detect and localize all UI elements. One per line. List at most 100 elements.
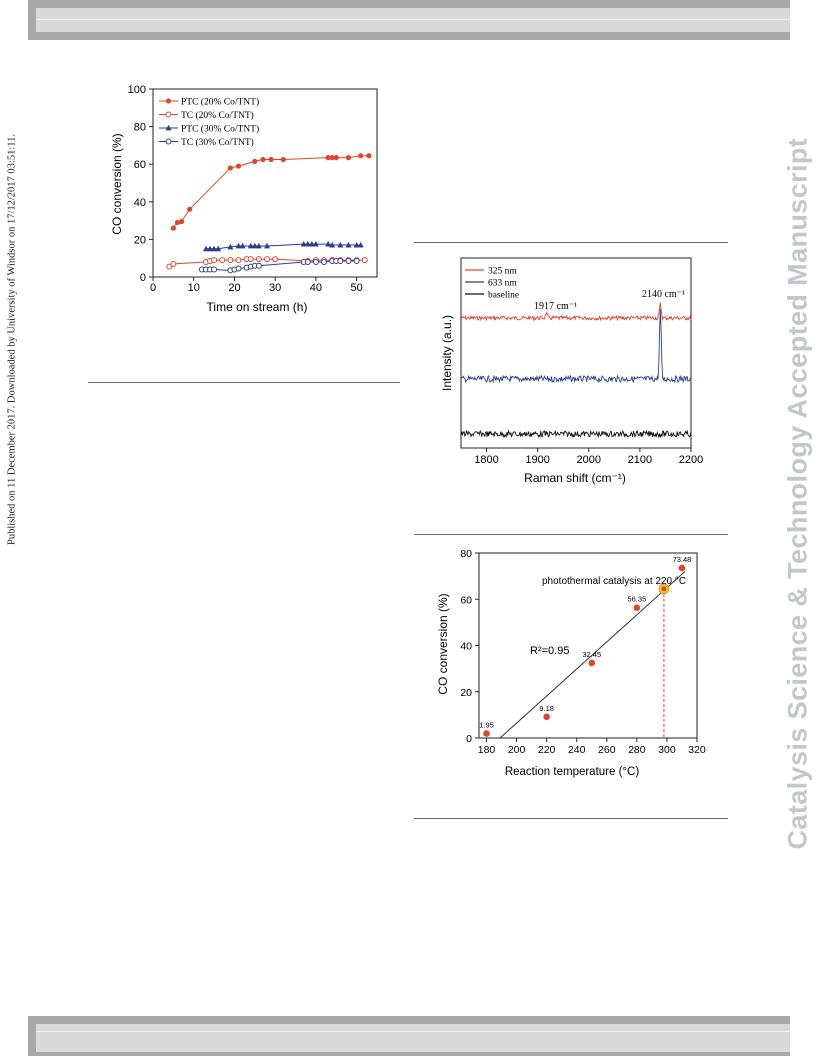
chart1-data-point <box>321 258 328 265</box>
chart1-data-point <box>366 153 372 159</box>
chart3-point-label: 56.35 <box>627 595 646 604</box>
chart3-xlabel: Reaction temperature (°C) <box>505 766 640 778</box>
chart1-data-point <box>211 245 218 252</box>
top-header-bar <box>28 0 790 40</box>
chart2-legend-label: 633 nm <box>488 279 517 289</box>
chart3-axes: 180 200 220 240 260 280 300 320 0 20 40 60 80 <box>460 548 706 756</box>
chart3-xtick-label: 320 <box>688 744 706 756</box>
chart1-plot-frame <box>152 88 378 278</box>
chart1-data-point <box>178 218 185 225</box>
chart1-data-point <box>325 155 331 161</box>
chart1-data-point <box>187 206 193 212</box>
chart1-data-point <box>312 240 319 247</box>
chart1-legend-marker <box>165 124 172 131</box>
chart1-data-point <box>304 258 311 265</box>
chart1-legend-marker <box>165 138 172 145</box>
chart3-ytick-label: 40 <box>460 641 472 653</box>
chart1-data-point <box>308 240 315 247</box>
chart3-xtick-label: 220 <box>538 744 556 756</box>
chart1-xtick-label: 30 <box>269 282 281 294</box>
chart1-data-point <box>345 155 352 161</box>
chart1-data-point <box>353 241 360 248</box>
chart1-xtick-label: 0 <box>150 282 156 294</box>
chart1-ytick-label: 100 <box>128 84 146 96</box>
chart1-data-point <box>358 153 364 159</box>
chart3-ytick-label: 0 <box>466 733 472 745</box>
chart2-xtick-label: 1800 <box>474 454 498 466</box>
chart1-data-point <box>264 242 271 249</box>
chart1-data-point <box>300 240 307 247</box>
chart1-data-point <box>325 240 332 247</box>
chart3-point-label: 9.18 <box>539 704 554 713</box>
chart3-data-point <box>588 659 596 667</box>
chart1-data-point <box>337 258 344 265</box>
chart1-xtick-label: 50 <box>351 282 363 294</box>
chart2-xtick-label: 2100 <box>628 454 652 466</box>
bottom-footer-line <box>36 1031 790 1032</box>
top-header-line <box>36 19 790 20</box>
chart1-data-point <box>260 156 266 163</box>
chart3-xtick-label: 180 <box>478 744 496 756</box>
chart2-xtick-label: 1900 <box>525 454 549 466</box>
chart2-legend-label: baseline <box>488 291 519 301</box>
chart3-xtick-label: 200 <box>508 744 526 756</box>
chart1-ytick-label: 0 <box>140 272 146 284</box>
chart2-spectrum-1 <box>460 308 692 384</box>
chart2-ylabel: Intensity (a.u.) <box>440 315 454 391</box>
chart2-xtick-label: 2000 <box>577 454 601 466</box>
chart2-axes: 1800 1900 2000 2100 2200 <box>460 257 703 466</box>
chart3-ytick-label: 80 <box>460 548 472 560</box>
fit-r-squared-label: R²=0.95 <box>530 645 569 657</box>
top-header-inner <box>36 8 790 32</box>
rule-right-3 <box>414 818 728 819</box>
chart1-legend-marker <box>165 111 172 118</box>
chart3-point-label: 32.45 <box>582 650 601 659</box>
chart1-legend-label: TC (30% Co/TNT) <box>181 137 254 148</box>
rule-right-2 <box>414 534 728 535</box>
chart1-ytick-label: 20 <box>134 234 146 246</box>
chart1-data-point <box>251 242 258 249</box>
rule-left-1 <box>88 382 400 383</box>
chart1-data-point <box>264 256 271 263</box>
chart1-xtick-label: 10 <box>188 282 200 294</box>
chart1-ytick-label: 80 <box>134 122 146 134</box>
chart3-data-point <box>633 604 641 611</box>
chart1-ytick-label: 60 <box>134 159 146 171</box>
chart3-xtick-label: 260 <box>598 744 616 756</box>
chart3-fit-line <box>499 571 686 739</box>
chart1-series-line-0 <box>172 155 369 229</box>
chart1-data-point <box>357 241 364 248</box>
chart2-plot-frame <box>460 257 692 449</box>
chart1-data-point <box>280 156 286 163</box>
chart1-data-point <box>227 165 233 171</box>
chart2-xlabel: Raman shift (cm⁻¹) <box>524 471 626 485</box>
chart1-data-point <box>255 262 262 269</box>
chart2-series <box>460 302 692 439</box>
chart3-ytick-label: 20 <box>460 687 472 699</box>
chart1-axes: 0 10 20 30 40 50 0 20 40 60 80 100 <box>128 84 378 294</box>
chart1-data-point <box>202 245 209 252</box>
chart1-data-point <box>235 257 242 264</box>
chart1-legend-label: PTC (20% Co/TNT) <box>181 97 259 108</box>
chart3-xtick-label: 280 <box>628 744 646 756</box>
bottom-footer-bar <box>28 1016 790 1056</box>
chart1-data-point <box>247 256 254 263</box>
chart1-data-point <box>235 242 242 249</box>
chart3-xtick-label: 240 <box>568 744 586 756</box>
chart3-ytick-label: 60 <box>460 594 472 606</box>
chart3-series: 1.95 9.18 32.45 56.35 73.48 <box>479 555 692 739</box>
chart3-point-label: 73.48 <box>673 555 692 564</box>
peak-annotation-1917: 1917 cm⁻¹ <box>534 301 577 312</box>
chart3-ylabel: CO conversion (%) <box>436 593 450 694</box>
chart1-data-point <box>304 240 311 247</box>
chart1-legend: PTC (20% Co/TNT) TC (20% Co/TNT) PTC (30% … <box>159 97 259 148</box>
chart1-xtick-label: 20 <box>228 282 240 294</box>
chart3-xtick-label: 300 <box>658 744 676 756</box>
bottom-footer-inner <box>36 1024 790 1052</box>
chart1-data-point <box>345 241 352 248</box>
chart2-spectrum-0 <box>460 302 692 322</box>
chart1-data-point <box>353 258 360 265</box>
chart1-data-point <box>211 266 218 273</box>
